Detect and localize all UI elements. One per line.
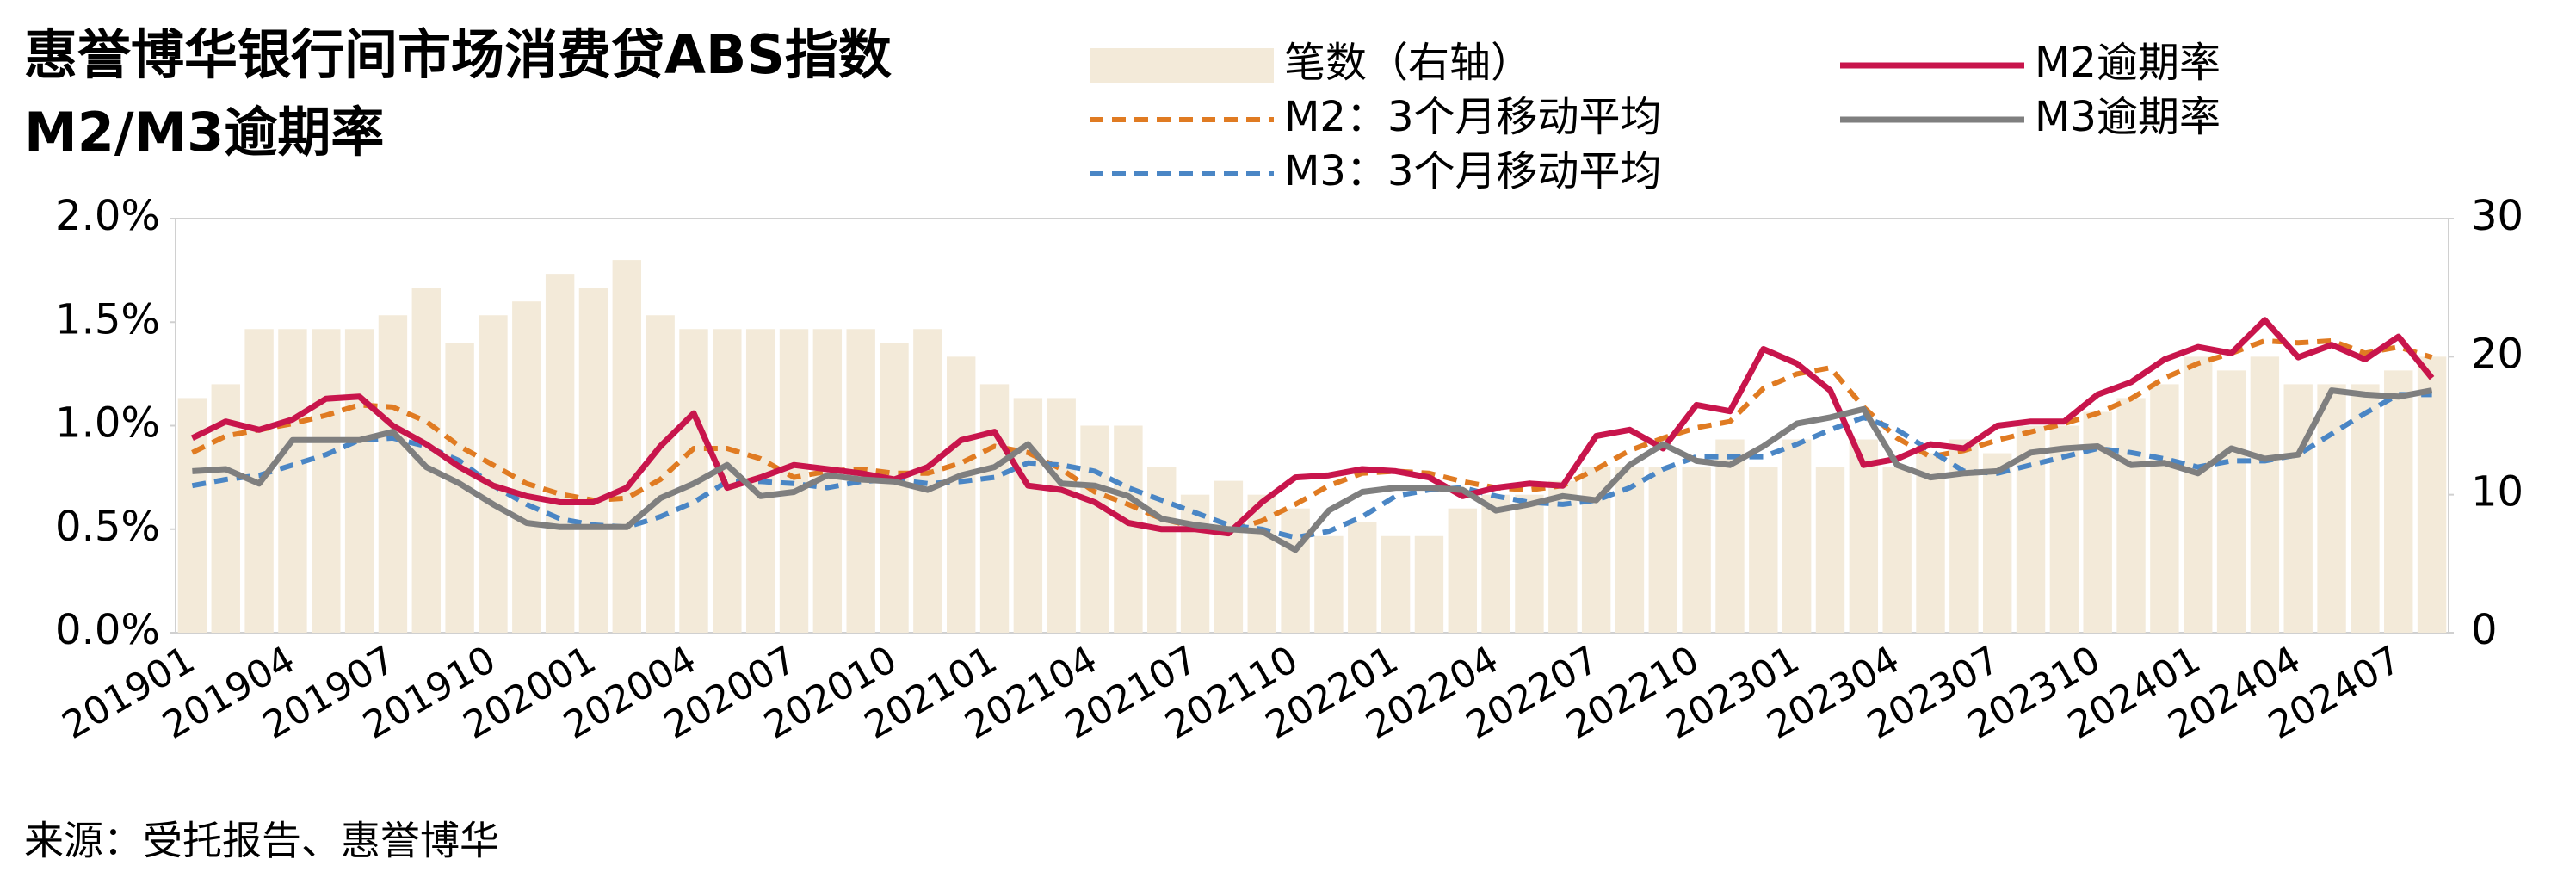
bar (344, 329, 374, 633)
legend-label: M3逾期率 (2035, 93, 2221, 141)
bar (479, 315, 508, 633)
bar (378, 315, 408, 633)
legend-label: 笔数（右轴） (1284, 39, 1532, 87)
bar (2250, 356, 2280, 633)
bar (1615, 467, 1645, 633)
bar (2184, 356, 2213, 633)
bar (1782, 439, 1812, 633)
bar (1648, 467, 1678, 633)
bar (545, 274, 575, 633)
bar (2417, 356, 2447, 633)
bar (2216, 370, 2246, 633)
bar (2049, 425, 2079, 633)
bar (1013, 398, 1043, 633)
bar (2116, 398, 2146, 633)
bar (1147, 467, 1177, 633)
bar (1414, 535, 1444, 633)
bar (1448, 508, 1477, 633)
bar (1047, 398, 1076, 633)
legend-label: M2：3个月移动平均 (1284, 93, 1662, 141)
bar (1982, 453, 2012, 633)
bar (278, 329, 307, 633)
bar (880, 343, 909, 633)
bar (1281, 508, 1310, 633)
bar (1114, 425, 1143, 633)
bar (2384, 370, 2413, 633)
bar (512, 301, 541, 633)
legend-swatch (1090, 48, 1274, 83)
bar (612, 260, 642, 633)
bar (1348, 522, 1377, 633)
legend-label: M3：3个月移动平均 (1284, 147, 1662, 195)
bar (1916, 453, 1945, 633)
line-series (190, 317, 2435, 537)
source-note: 来源：受托报告、惠誉博华 (24, 818, 499, 864)
bar (1481, 494, 1510, 633)
bar (1882, 467, 1912, 633)
bar (2283, 384, 2313, 633)
y2-tick-label: 10 (2471, 468, 2523, 516)
bar (2150, 384, 2179, 633)
bar (646, 315, 675, 633)
line-series (191, 337, 2433, 535)
bar (312, 329, 341, 633)
bar (1214, 480, 1244, 633)
bar (1515, 494, 1544, 633)
bar (1715, 439, 1745, 633)
bar (1682, 467, 1711, 633)
y-tick-label: 1.0% (55, 399, 160, 448)
bar (1849, 439, 1879, 633)
bar (979, 384, 1010, 633)
y2-tick-label: 30 (2471, 192, 2523, 240)
bar (1247, 494, 1276, 633)
y2-tick-label: 0 (2471, 606, 2498, 654)
y-tick-label: 0.5% (55, 503, 160, 551)
bar (2317, 384, 2346, 633)
bar (1381, 535, 1411, 633)
y-tick-label: 0.0% (55, 606, 160, 654)
y-tick-label: 1.5% (55, 295, 160, 343)
chart-title: 惠誉博华银行间市场消费贷ABS指数 (24, 23, 892, 86)
line-series (192, 387, 2433, 553)
plot-frame (175, 218, 2449, 634)
y-tick-label: 2.0% (55, 192, 160, 240)
legend-label: M2逾期率 (2035, 39, 2221, 87)
bar (946, 356, 976, 633)
bar (578, 288, 608, 633)
y2-tick-label: 20 (2471, 330, 2523, 378)
bar (1314, 535, 1344, 633)
bar (2351, 384, 2380, 633)
bar (1080, 425, 1109, 633)
bar (1749, 467, 1778, 633)
bar (1815, 467, 1845, 633)
chart-title: M2/M3逾期率 (24, 101, 384, 164)
